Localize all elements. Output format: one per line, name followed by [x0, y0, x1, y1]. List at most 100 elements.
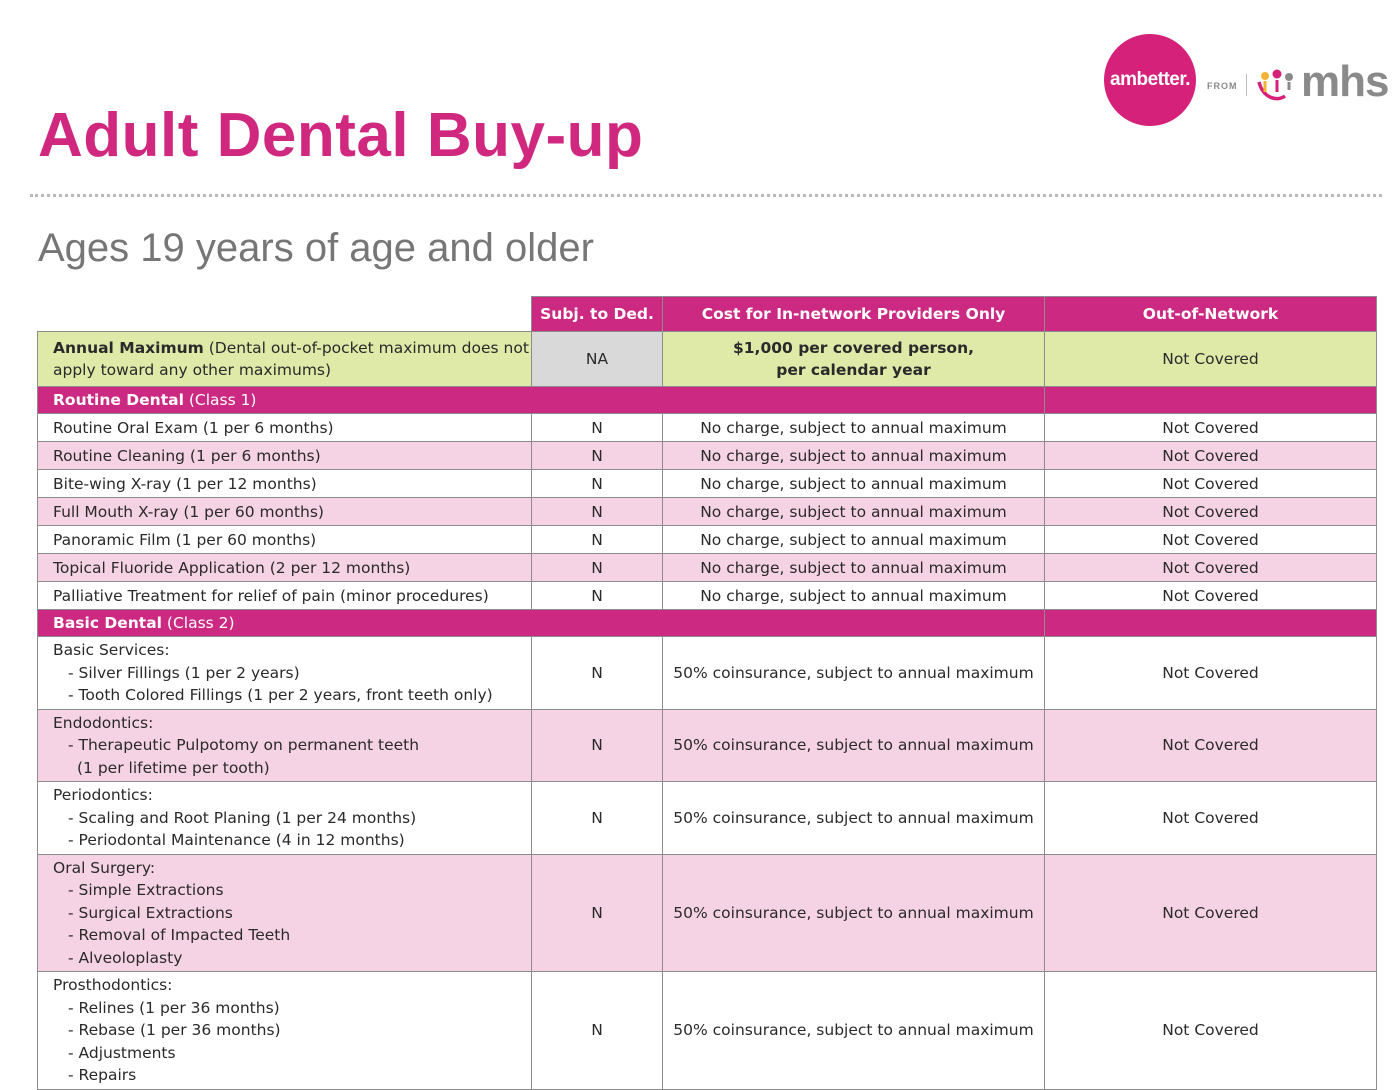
row-in-network-cost: 50% coinsurance, subject to annual maxim…: [662, 708, 1045, 782]
row-in-network-cost: No charge, subject to annual maximum: [662, 553, 1045, 582]
row-label: Topical Fluoride Application (2 per 12 m…: [37, 553, 532, 582]
column-header-in-network: Cost for In-network Providers Only: [662, 296, 1045, 332]
row-in-network-cost: 50% coinsurance, subject to annual maxim…: [662, 636, 1045, 710]
column-header-subj-to-ded: Subj. to Ded.: [531, 296, 663, 332]
mhs-logo-text: mhs: [1301, 57, 1389, 106]
table-row: Routine Cleaning (1 per 6 months) N No cha…: [37, 441, 1377, 470]
table-header-row: Subj. to Ded. Cost for In-network Provid…: [37, 296, 1377, 332]
row-ded: N: [531, 971, 663, 1090]
row-ded: N: [531, 441, 663, 470]
row-item: (1 per lifetime per tooth): [77, 758, 270, 777]
row-item: - Silver Fillings (1 per 2 years): [68, 663, 300, 682]
row-item: - Adjustments: [68, 1043, 176, 1062]
annual-maximum-row: Annual Maximum (Dental out-of-pocket max…: [37, 331, 1377, 387]
row-label: Routine Oral Exam (1 per 6 months): [37, 413, 532, 442]
row-ded: N: [531, 525, 663, 554]
row-in-network-cost: No charge, subject to annual maximum: [662, 497, 1045, 526]
row-label: Prosthodontics: - Relines (1 per 36 month…: [37, 971, 532, 1090]
row-in-network-cost: No charge, subject to annual maximum: [662, 581, 1045, 610]
row-in-network-cost: No charge, subject to annual maximum: [662, 413, 1045, 442]
table-row: Prosthodontics: - Relines (1 per 36 month…: [37, 971, 1377, 1090]
section-routine-dental: Routine Dental (Class 1): [37, 386, 1377, 414]
row-label: Panoramic Film (1 per 60 months): [37, 525, 532, 554]
row-out-of-network: Not Covered: [1044, 525, 1377, 554]
row-label: Routine Cleaning (1 per 6 months): [37, 441, 532, 470]
annual-maximum-label-note: (Dental out-of-pocket maximum does not a…: [53, 339, 529, 379]
row-out-of-network: Not Covered: [1044, 781, 1377, 855]
section-basic-dental-title: Basic Dental: [53, 614, 162, 632]
row-heading: Endodontics:: [53, 713, 154, 732]
annual-maximum-label: Annual Maximum (Dental out-of-pocket max…: [37, 331, 532, 387]
row-item: - Simple Extractions: [68, 881, 224, 899]
row-in-network-cost: 50% coinsurance, subject to annual maxim…: [662, 853, 1045, 972]
table-row: Periodontics: - Scaling and Root Planing …: [37, 781, 1377, 855]
row-item: - Periodontal Maintenance (4 in 12 month…: [68, 831, 405, 849]
row-ded: N: [531, 553, 663, 582]
row-item: - Alveoloplasty: [68, 948, 183, 967]
row-label: Palliative Treatment for relief of pain …: [37, 581, 532, 610]
row-item: - Removal of Impacted Teeth: [68, 926, 291, 944]
ambetter-logo-circle: ambetter.: [1104, 34, 1196, 126]
row-ded: N: [531, 469, 663, 498]
mhs-people-icon: [1257, 69, 1293, 101]
row-heading: Periodontics:: [53, 786, 153, 804]
row-ded: N: [531, 636, 663, 710]
row-label: Periodontics: - Scaling and Root Planing …: [37, 781, 532, 855]
annual-maximum-cost-line1: $1,000 per covered person,: [732, 339, 974, 357]
row-label: Endodontics: - Therapeutic Pulpotomy on p…: [37, 708, 532, 782]
section-basic-dental-label: Basic Dental (Class 2): [37, 609, 1045, 637]
ambetter-mhs-logo: ambetter. FROM mhs: [1098, 34, 1389, 130]
row-out-of-network: Not Covered: [1044, 581, 1377, 610]
table-row: Panoramic Film (1 per 60 months) N No char…: [37, 525, 1377, 554]
table-row: Oral Surgery: - Simple Extractions - Surgi…: [37, 853, 1377, 972]
logo-from-text: FROM: [1207, 81, 1238, 91]
row-heading: Prosthodontics:: [53, 976, 173, 994]
annual-maximum-out: Not Covered: [1044, 331, 1377, 387]
benefits-table: Subj. to Ded. Cost for In-network Provid…: [37, 296, 1377, 1090]
row-in-network-cost: No charge, subject to annual maximum: [662, 469, 1045, 498]
section-routine-dental-label: Routine Dental (Class 1): [37, 386, 1045, 414]
section-basic-dental-class: (Class 2): [162, 614, 235, 632]
row-out-of-network: Not Covered: [1044, 636, 1377, 710]
header-blank-cell: [37, 296, 532, 332]
table-row: Bite-wing X-ray (1 per 12 months) N No cha…: [37, 469, 1377, 498]
table-row: Palliative Treatment for relief of pain …: [37, 581, 1377, 610]
table-row: Endodontics: - Therapeutic Pulpotomy on p…: [37, 708, 1377, 782]
logo-separator: [1246, 74, 1247, 96]
basic-rows: Basic Services: - Silver Fillings (1 per …: [37, 636, 1377, 1090]
row-label: Basic Services: - Silver Fillings (1 per …: [37, 636, 532, 710]
row-heading: Basic Services:: [53, 641, 170, 659]
row-item: - Tooth Colored Fillings (1 per 2 years,…: [68, 686, 493, 704]
row-label: Bite-wing X-ray (1 per 12 months): [37, 469, 532, 498]
row-ded: N: [531, 497, 663, 526]
column-header-out-of-network: Out-of-Network: [1044, 296, 1377, 332]
row-ded: N: [531, 853, 663, 972]
table-row: Full Mouth X-ray (1 per 60 months) N No ch…: [37, 497, 1377, 526]
annual-maximum-label-bold: Annual Maximum: [53, 339, 204, 357]
ambetter-logo-text: ambetter.: [1110, 69, 1190, 90]
row-item: - Surgical Extractions: [68, 903, 233, 922]
table-row: Basic Services: - Silver Fillings (1 per …: [37, 636, 1377, 710]
row-ded: N: [531, 781, 663, 855]
row-item: - Rebase (1 per 36 months): [68, 1021, 281, 1039]
row-ded: N: [531, 708, 663, 782]
row-ded: N: [531, 413, 663, 442]
annual-maximum-ded: NA: [531, 331, 663, 387]
section-routine-dental-blank: [1044, 386, 1377, 414]
table-row: Routine Oral Exam (1 per 6 months) N No ch…: [37, 413, 1377, 442]
page-title: Adult Dental Buy-up: [38, 101, 644, 170]
row-item: - Relines (1 per 36 months): [68, 998, 280, 1017]
row-in-network-cost: No charge, subject to annual maximum: [662, 441, 1045, 470]
row-out-of-network: Not Covered: [1044, 553, 1377, 582]
row-ded: N: [531, 581, 663, 610]
row-in-network-cost: 50% coinsurance, subject to annual maxim…: [662, 781, 1045, 855]
annual-maximum-cost: $1,000 per covered person, per calendar y…: [662, 331, 1045, 387]
section-routine-dental-title: Routine Dental: [53, 391, 184, 409]
section-basic-dental-blank: [1044, 609, 1377, 637]
routine-rows: Routine Oral Exam (1 per 6 months) N No ch…: [37, 413, 1377, 610]
section-routine-dental-class: (Class 1): [183, 391, 257, 409]
row-heading: Oral Surgery:: [53, 858, 156, 877]
page-subtitle: Ages 19 years of age and older: [38, 226, 594, 270]
row-in-network-cost: No charge, subject to annual maximum: [662, 525, 1045, 554]
row-out-of-network: Not Covered: [1044, 708, 1377, 782]
